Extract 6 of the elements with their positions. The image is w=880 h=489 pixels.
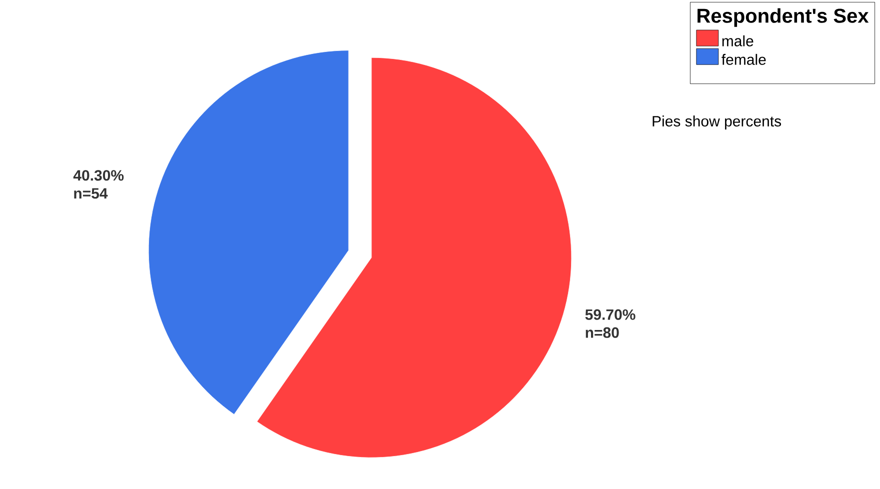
- data-label: 59.70% n=80: [585, 309, 636, 338]
- legend-title: Respondent's Sex: [698, 8, 869, 27]
- legend-label: female: [722, 54, 766, 65]
- legend-label: male: [722, 35, 754, 46]
- data-label: 40.30% n=54: [73, 170, 124, 199]
- text: Pies show percents: [652, 116, 782, 130]
